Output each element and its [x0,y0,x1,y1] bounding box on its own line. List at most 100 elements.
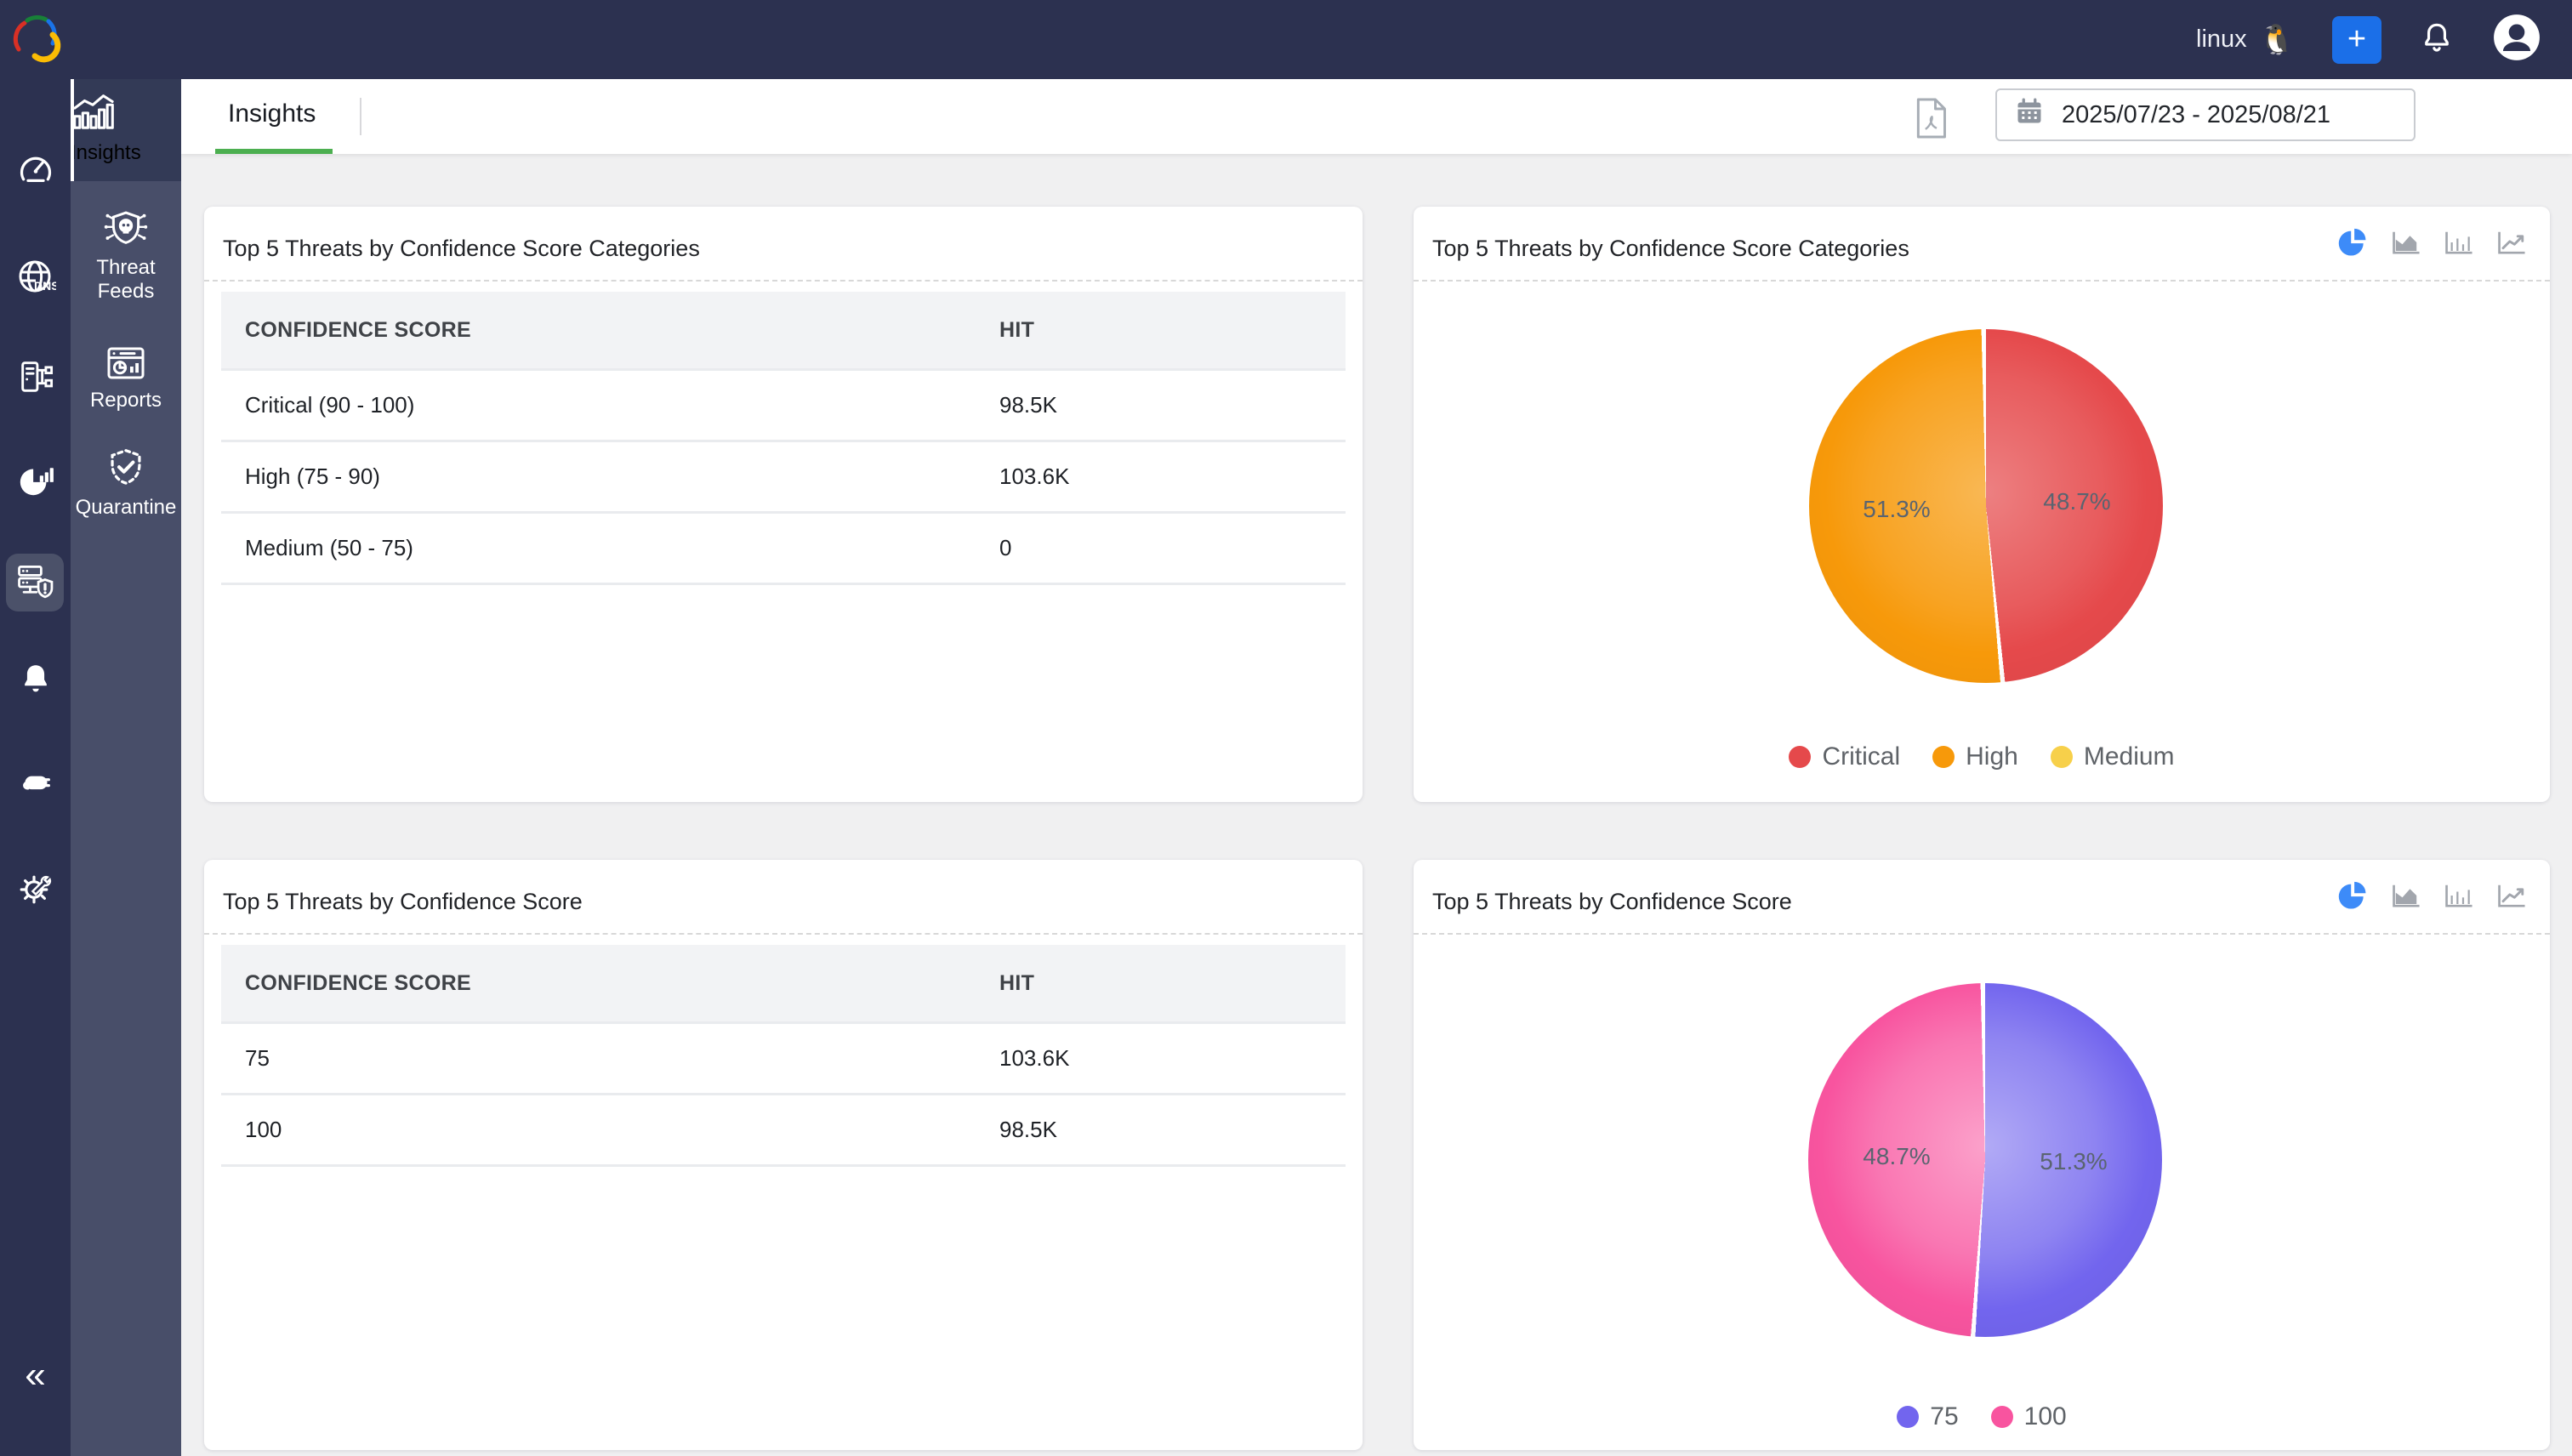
line-chart-type-button[interactable] [2494,227,2529,258]
tab-separator [360,98,361,135]
avatar-icon [2492,13,2541,66]
divider [204,933,1363,935]
card-title: Top 5 Threats by Confidence Score [1432,889,1792,914]
pie-slice-label-100: 48.7% [1863,1143,1931,1169]
confidence-score-pie-chart[interactable] [1808,983,2162,1337]
dns-globe-icon: DNS [15,257,59,302]
tab-insights[interactable]: Insights [228,100,316,128]
legend-dot [2050,746,2073,768]
pie-slice-label-high: 51.3% [1863,496,1931,522]
sidebar-collapse-button[interactable]: « [0,1356,71,1394]
card-confidence-score-table: Top 5 Threats by Confidence Score CONFID… [204,860,1363,1450]
sidebar-item-integrations[interactable] [0,762,71,805]
date-range-picker[interactable]: 2025/07/23 - 2025/08/21 [1995,88,2416,141]
legend-item-medium[interactable]: Medium [2050,742,2175,771]
column-header-hit: HIT [999,317,1035,342]
table-row: Medium (50 - 75) 0 [221,514,1346,583]
pie-bars-icon [16,460,55,503]
sidebar-item-analytics[interactable] [0,460,71,503]
card-title: Top 5 Threats by Confidence Score Catego… [223,236,700,261]
table-row: High (75 - 90) 103.6K [221,442,1346,511]
table-header-row: CONFIDENCE SCORE HIT [221,945,1346,1021]
secondary-sidebar: Insights Threat Feeds [71,79,181,1456]
table-header-row: CONFIDENCE SCORE HIT [221,292,1346,368]
confidence-categories-pie-chart[interactable] [1809,329,2163,683]
confidence-categories-table: CONFIDENCE SCORE HIT Critical (90 - 100)… [221,292,1346,585]
notifications-bell-button[interactable] [2419,20,2455,60]
sidebar-item-threat-feeds[interactable]: Threat Feeds [71,207,181,303]
bar-chart-type-button[interactable] [2441,880,2477,911]
sidebar-item-quarantine[interactable]: Quarantine [71,445,181,520]
legend-item-100[interactable]: 100 [1990,1402,2067,1431]
table-row: 75 103.6K [221,1024,1346,1093]
sidebar-item-dns[interactable]: DNS [0,257,71,302]
sidebar-item-threat-logs[interactable] [6,554,64,611]
chart-legend: Critical High Medium [1414,742,2550,771]
legend-item-critical[interactable]: Critical [1789,742,1900,771]
chart-legend: 75 100 [1414,1402,2550,1431]
primary-sidebar: DNS [0,0,71,1456]
user-avatar[interactable] [2492,13,2541,66]
legend-dot [1897,1406,1920,1428]
sidebar-item-notifications[interactable] [0,660,71,702]
add-button[interactable]: + [2332,15,2381,64]
pie-chart-type-button[interactable] [2336,227,2371,258]
speedometer-icon [16,149,55,192]
gear-wrench-icon [15,869,56,914]
page-header: Insights 2025/07/23 - 2025/08/21 [181,79,2572,154]
table-row: Critical (90 - 100) 98.5K [221,371,1346,440]
pie-chart-type-button[interactable] [2336,880,2371,911]
confidence-score-table: CONFIDENCE SCORE HIT 75 103.6K 100 98.5K [221,945,1346,1167]
sidebar-item-insights[interactable]: Insights [71,79,181,181]
pie-slice-label-75: 51.3% [2040,1148,2108,1174]
card-title: Top 5 Threats by Confidence Score Catego… [1432,236,1909,261]
legend-item-high[interactable]: High [1932,742,2018,771]
column-header-confidence-score: CONFIDENCE SCORE [245,317,471,342]
bell-icon [2419,20,2455,60]
divider [1414,933,2550,935]
tux-penguin-icon: 🐧 [2258,23,2295,56]
card-confidence-score-chart: Top 5 Threats by Confidence Score [1414,860,2550,1450]
pdf-file-icon [1912,98,1949,144]
legend-dot [1932,746,1955,768]
threat-shield-skull-icon [71,207,181,251]
server-shield-alert-icon [14,560,55,606]
policy-flow-icon [16,357,55,401]
bar-chart-type-button[interactable] [2441,227,2477,258]
svg-text:DNS: DNS [34,279,56,293]
top-bar: linux 🐧 + [0,0,2572,79]
calendar-icon [2014,96,2045,134]
date-range-value: 2025/07/23 - 2025/08/21 [2062,100,2331,128]
account-menu[interactable]: linux 🐧 [2196,26,2295,54]
sidebar-item-settings[interactable] [0,869,71,914]
bell-solid-icon [17,660,54,702]
legend-dot [1990,1406,2013,1428]
column-header-confidence-score: CONFIDENCE SCORE [245,970,471,995]
card-confidence-categories-chart: Top 5 Threats by Confidence Score Catego… [1414,207,2550,802]
active-indicator [71,79,74,181]
area-chart-type-button[interactable] [2388,880,2424,911]
area-chart-type-button[interactable] [2388,227,2424,258]
brand-logo [0,10,71,65]
chart-type-toolbar [2336,227,2529,258]
quarantine-shield-check-icon [71,445,181,491]
card-confidence-categories-table: Top 5 Threats by Confidence Score Catego… [204,207,1363,802]
report-window-icon [71,343,181,384]
card-title: Top 5 Threats by Confidence Score [223,889,583,914]
legend-item-75[interactable]: 75 [1897,1402,1959,1431]
sidebar-item-policies[interactable] [0,357,71,401]
insights-chart-icon [71,89,181,136]
export-pdf-button[interactable] [1912,96,1949,145]
table-row: 100 98.5K [221,1095,1346,1164]
sidebar-item-reports[interactable]: Reports [71,343,181,412]
line-chart-type-button[interactable] [2494,880,2529,911]
account-name: linux [2196,26,2247,53]
active-tab-underline [215,149,333,154]
column-header-hit: HIT [999,970,1035,995]
divider [204,280,1363,282]
sidebar-item-dashboard[interactable] [0,149,71,192]
chart-type-toolbar [2336,880,2529,911]
sidebar-item-label: Insights [71,141,141,164]
sidebar-item-label: Reports [89,389,162,412]
legend-dot [1789,746,1812,768]
